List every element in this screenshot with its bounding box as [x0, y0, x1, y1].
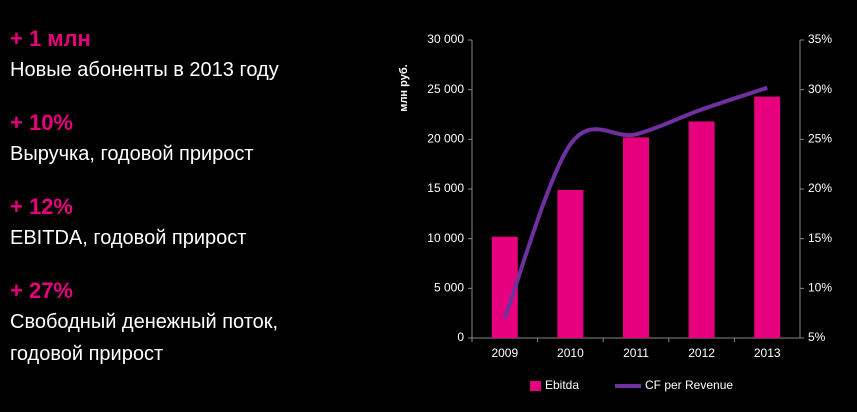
highlight-value: + 27% [10, 278, 73, 303]
y-tick-label: 30 000 [427, 32, 464, 46]
bar [688, 121, 715, 338]
y2-tick-label: 10% [808, 281, 832, 295]
x-tick-label: 2012 [688, 346, 715, 360]
highlight-value: + 1 млн [10, 26, 91, 51]
highlight-value: + 12% [10, 194, 73, 219]
y-axis-label: млн руб. [398, 64, 410, 111]
highlight: + 1 млн Новые абоненты в 2013 году [10, 24, 370, 86]
y2-tick-label: 15% [808, 231, 832, 245]
y2-tick-label: 5% [808, 330, 826, 344]
y-tick-label: 5 000 [434, 281, 464, 295]
highlights: + 1 млн Новые абоненты в 2013 году + 10% Вы… [10, 24, 370, 392]
y-tick-label: 10 000 [427, 231, 464, 245]
legend-label: CF per Revenue [645, 378, 733, 392]
highlight: + 12% EBITDA, годовой прирост [10, 192, 370, 254]
y-tick-label: 15 000 [427, 181, 464, 195]
line [502, 85, 768, 319]
y2-tick-label: 30% [808, 82, 832, 96]
highlight-text: Свободный денежный поток, [10, 311, 279, 333]
x-tick-label: 2009 [491, 346, 518, 360]
highlight-text: Выручка, годовой прирост [10, 143, 254, 165]
y-tick-label: 25 000 [427, 82, 464, 96]
highlight-text: годовой прирост [10, 343, 164, 365]
y2-tick-label: 25% [808, 132, 832, 146]
highlight-value: + 10% [10, 110, 73, 135]
y2-tick-label: 20% [808, 181, 832, 195]
bar [623, 137, 649, 338]
y2-tick-label: 35% [808, 32, 832, 46]
x-tick-label: 2011 [623, 346, 649, 360]
legend-label: Ebitda [545, 378, 579, 392]
y-tick-label: 20 000 [427, 132, 464, 146]
legend-swatch [530, 381, 541, 391]
bar [754, 96, 781, 339]
x-tick-label: 2013 [754, 346, 781, 360]
highlight: + 27% Свободный денежный поток, годовой пр… [10, 276, 370, 370]
bar [557, 189, 584, 338]
highlight-text: EBITDA, годовой прирост [10, 227, 247, 249]
highlight-text: Новые абоненты в 2013 году [10, 59, 279, 81]
y-tick-label: 0 [457, 330, 464, 344]
x-tick-label: 2010 [557, 346, 584, 360]
highlight: + 10% Выручка, годовой прирост [10, 108, 370, 170]
